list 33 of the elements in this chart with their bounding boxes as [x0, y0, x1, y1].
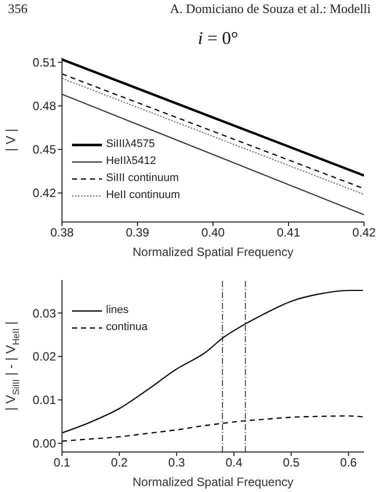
text: 356 — [8, 1, 28, 17]
x-tick-label: 0.2 — [110, 456, 128, 470]
x-tick-label: 0.3 — [168, 456, 186, 470]
y-tick-label: 0.48 — [32, 99, 56, 114]
legend-label: lines — [106, 303, 129, 318]
legend-label: SiIIIλ4575 — [106, 137, 155, 152]
legend-label: HeII continuum — [106, 188, 180, 203]
y-tick-label: 0.00 — [32, 436, 56, 451]
y-tick-label: 0.01 — [32, 393, 56, 408]
x-tick-label: 0.1 — [54, 456, 71, 470]
y-axis-title: | V | — [3, 128, 18, 152]
y-tick-label: 0.03 — [32, 306, 56, 320]
legend-label: SiIII continuum — [106, 171, 179, 186]
y-tick-label: 0.02 — [32, 350, 56, 364]
y-tick-label: 0.42 — [32, 186, 56, 200]
x-tick-label: 0.5 — [282, 456, 300, 470]
line-series — [62, 415, 364, 442]
x-tick-label: 0.4 — [226, 456, 243, 470]
x-axis-title: Normalized Spatial Frequency — [132, 245, 294, 259]
line-series — [62, 290, 364, 434]
legend-label: HeIIλ5412 — [106, 154, 156, 169]
x-tick-label: 0.39 — [126, 226, 150, 240]
x-tick-label: 0.42 — [352, 226, 376, 240]
x-axis-title: Normalized Spatial Frequency — [132, 475, 294, 489]
legend-label: continua — [106, 320, 148, 335]
x-tick-label: 0.38 — [50, 226, 74, 240]
x-tick-label: 0.41 — [276, 226, 300, 240]
x-tick-label: 0.6 — [340, 456, 358, 470]
text: A. Domiciano de Souza et al.: Modelli — [170, 1, 371, 17]
y-tick-label: 0.45 — [32, 142, 56, 157]
x-tick-label: 0.40 — [201, 226, 225, 240]
chart-title: i = 0° — [196, 28, 240, 49]
y-tick-label: 0.51 — [32, 56, 56, 70]
